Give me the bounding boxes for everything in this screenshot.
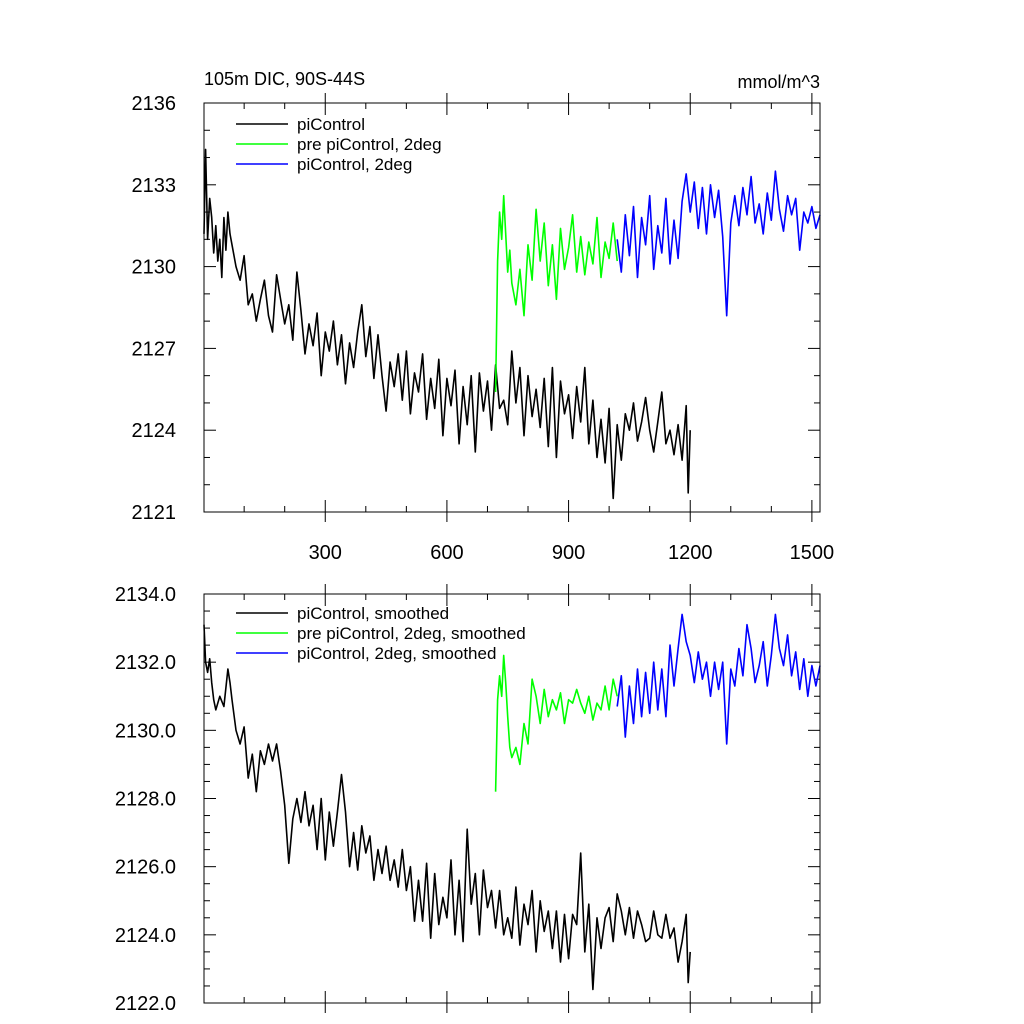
bottom-panel-series [203,613,821,991]
y-tick-label: 2128.0 [115,789,176,811]
top-panel-title: 105m DIC, 90S-44S [204,69,365,89]
series-line-0 [203,148,691,500]
bottom-panel-ticks: 2122.0 2124.0 2126.0 2128.0 2130.0 2132.0 2134… [115,584,820,1015]
y-tick-label: 2130.0 [115,720,176,742]
legend-label-1: pre piControl, 2deg [297,135,442,154]
x-tick-label: 1500 [790,542,835,564]
series-line-2 [616,170,821,317]
legend-label-2: piControl, 2deg, smoothed [297,644,496,663]
y-tick-label: 2132.0 [115,652,176,674]
y-tick-label: 2126.0 [115,857,176,879]
legend-label-0: piControl, smoothed [297,604,449,623]
y-tick-label: 2136 [132,93,177,115]
y-tick-label: 2122.0 [115,993,176,1015]
y-tick-label: 2130 [132,257,177,279]
series-line-1 [494,194,618,393]
x-tick-label: 900 [552,542,585,564]
y-tick-label: 2133 [132,175,177,197]
top-panel-series [203,148,821,500]
series-line-2 [616,613,821,745]
y-tick-label: 2134.0 [115,584,176,606]
y-tick-label: 2121 [132,502,177,524]
series-line-1 [494,654,618,792]
y-tick-label: 2127 [132,338,177,360]
legend-label-0: piControl [297,115,365,134]
top-panel-frame [203,102,821,513]
bottom-panel: 2122.0 2124.0 2126.0 2128.0 2130.0 2132.0 2134… [115,584,821,1015]
bottom-panel-frame [203,593,821,1004]
top-panel-units: mmol/m^3 [738,72,820,92]
legend-label-1: pre piControl, 2deg, smoothed [297,624,526,643]
x-tick-label: 1200 [668,542,713,564]
series-line-0 [203,624,691,991]
legend-label-2: piControl, 2deg [297,155,412,174]
y-tick-label: 2124.0 [115,925,176,947]
x-tick-label: 600 [430,542,463,564]
x-tick-label: 300 [309,542,342,564]
y-tick-label: 2124 [132,420,177,442]
top-panel: 105m DIC, 90S-44S mmol/m^3 2121212421272… [132,69,835,564]
top-panel-ticks: 2121 2124 2127 2130 2133 2136 300 600 900 1200 150… [132,93,835,564]
